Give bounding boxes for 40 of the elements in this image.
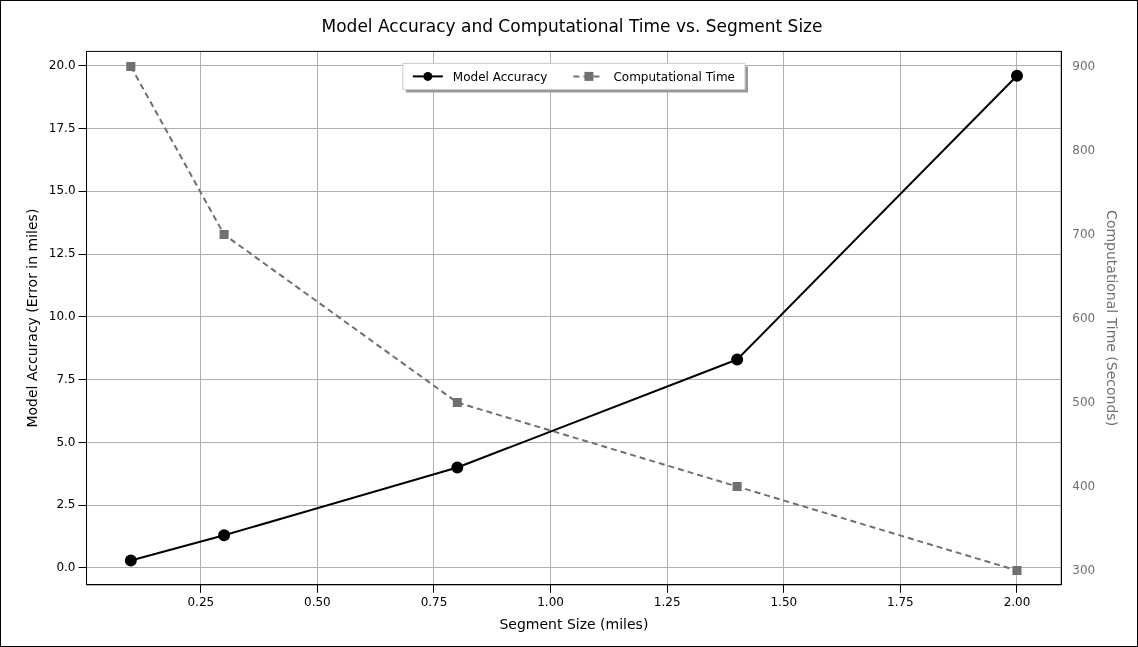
y-tick-label: 7.5 (56, 371, 76, 386)
y2-tick-label: 700 (1072, 226, 1096, 241)
y-tick-label: 2.5 (56, 497, 76, 512)
y2-tick-label: 800 (1072, 142, 1096, 157)
y2-tick-label: 600 (1072, 310, 1096, 325)
legend-label: Model Accuracy (452, 69, 548, 84)
x-tick-label: 1.50 (770, 595, 798, 610)
y-tick-label: 12.5 (48, 246, 76, 261)
point (219, 229, 229, 240)
x-axis-title: Segment Size (miles) (499, 616, 649, 633)
point (124, 554, 137, 567)
point (732, 481, 742, 492)
y2-axis-title: Computational Time (Seconds) (1103, 210, 1120, 427)
point (731, 353, 744, 366)
y-tick-label: 5.0 (56, 434, 76, 449)
y-tick-label: 10.0 (48, 308, 76, 323)
x-tick-label: 1.00 (537, 595, 564, 610)
point (1010, 69, 1023, 82)
chart-title: Model Accuracy and Computational Time vs. Segment Size (321, 15, 823, 36)
point (126, 61, 136, 72)
y-tick-label: 17.5 (48, 120, 76, 135)
point (1012, 565, 1022, 576)
y-tick-label: 20.0 (48, 57, 76, 72)
x-tick-label: 0.75 (420, 595, 448, 610)
y-axis-title: Model Accuracy (Error in miles) (24, 208, 41, 428)
legend-label: Computational Time (613, 69, 735, 84)
point (218, 529, 231, 542)
point (451, 461, 464, 474)
x-tick-label: 1.25 (653, 595, 681, 610)
point (452, 397, 462, 408)
x-tick-label: 1.75 (887, 595, 914, 610)
y2-tick-label: 900 (1072, 58, 1096, 73)
y2-tick-label: 400 (1072, 478, 1096, 493)
y2-tick-label: 300 (1072, 562, 1096, 577)
x-tick-label: 0.25 (187, 595, 215, 610)
y2-tick-label: 500 (1072, 394, 1096, 409)
x-tick-label: 0.50 (304, 595, 331, 610)
y-tick-label: 0.0 (56, 560, 76, 575)
x-tick-label: 2.00 (1003, 595, 1031, 610)
y-tick-label: 15.0 (48, 183, 76, 198)
